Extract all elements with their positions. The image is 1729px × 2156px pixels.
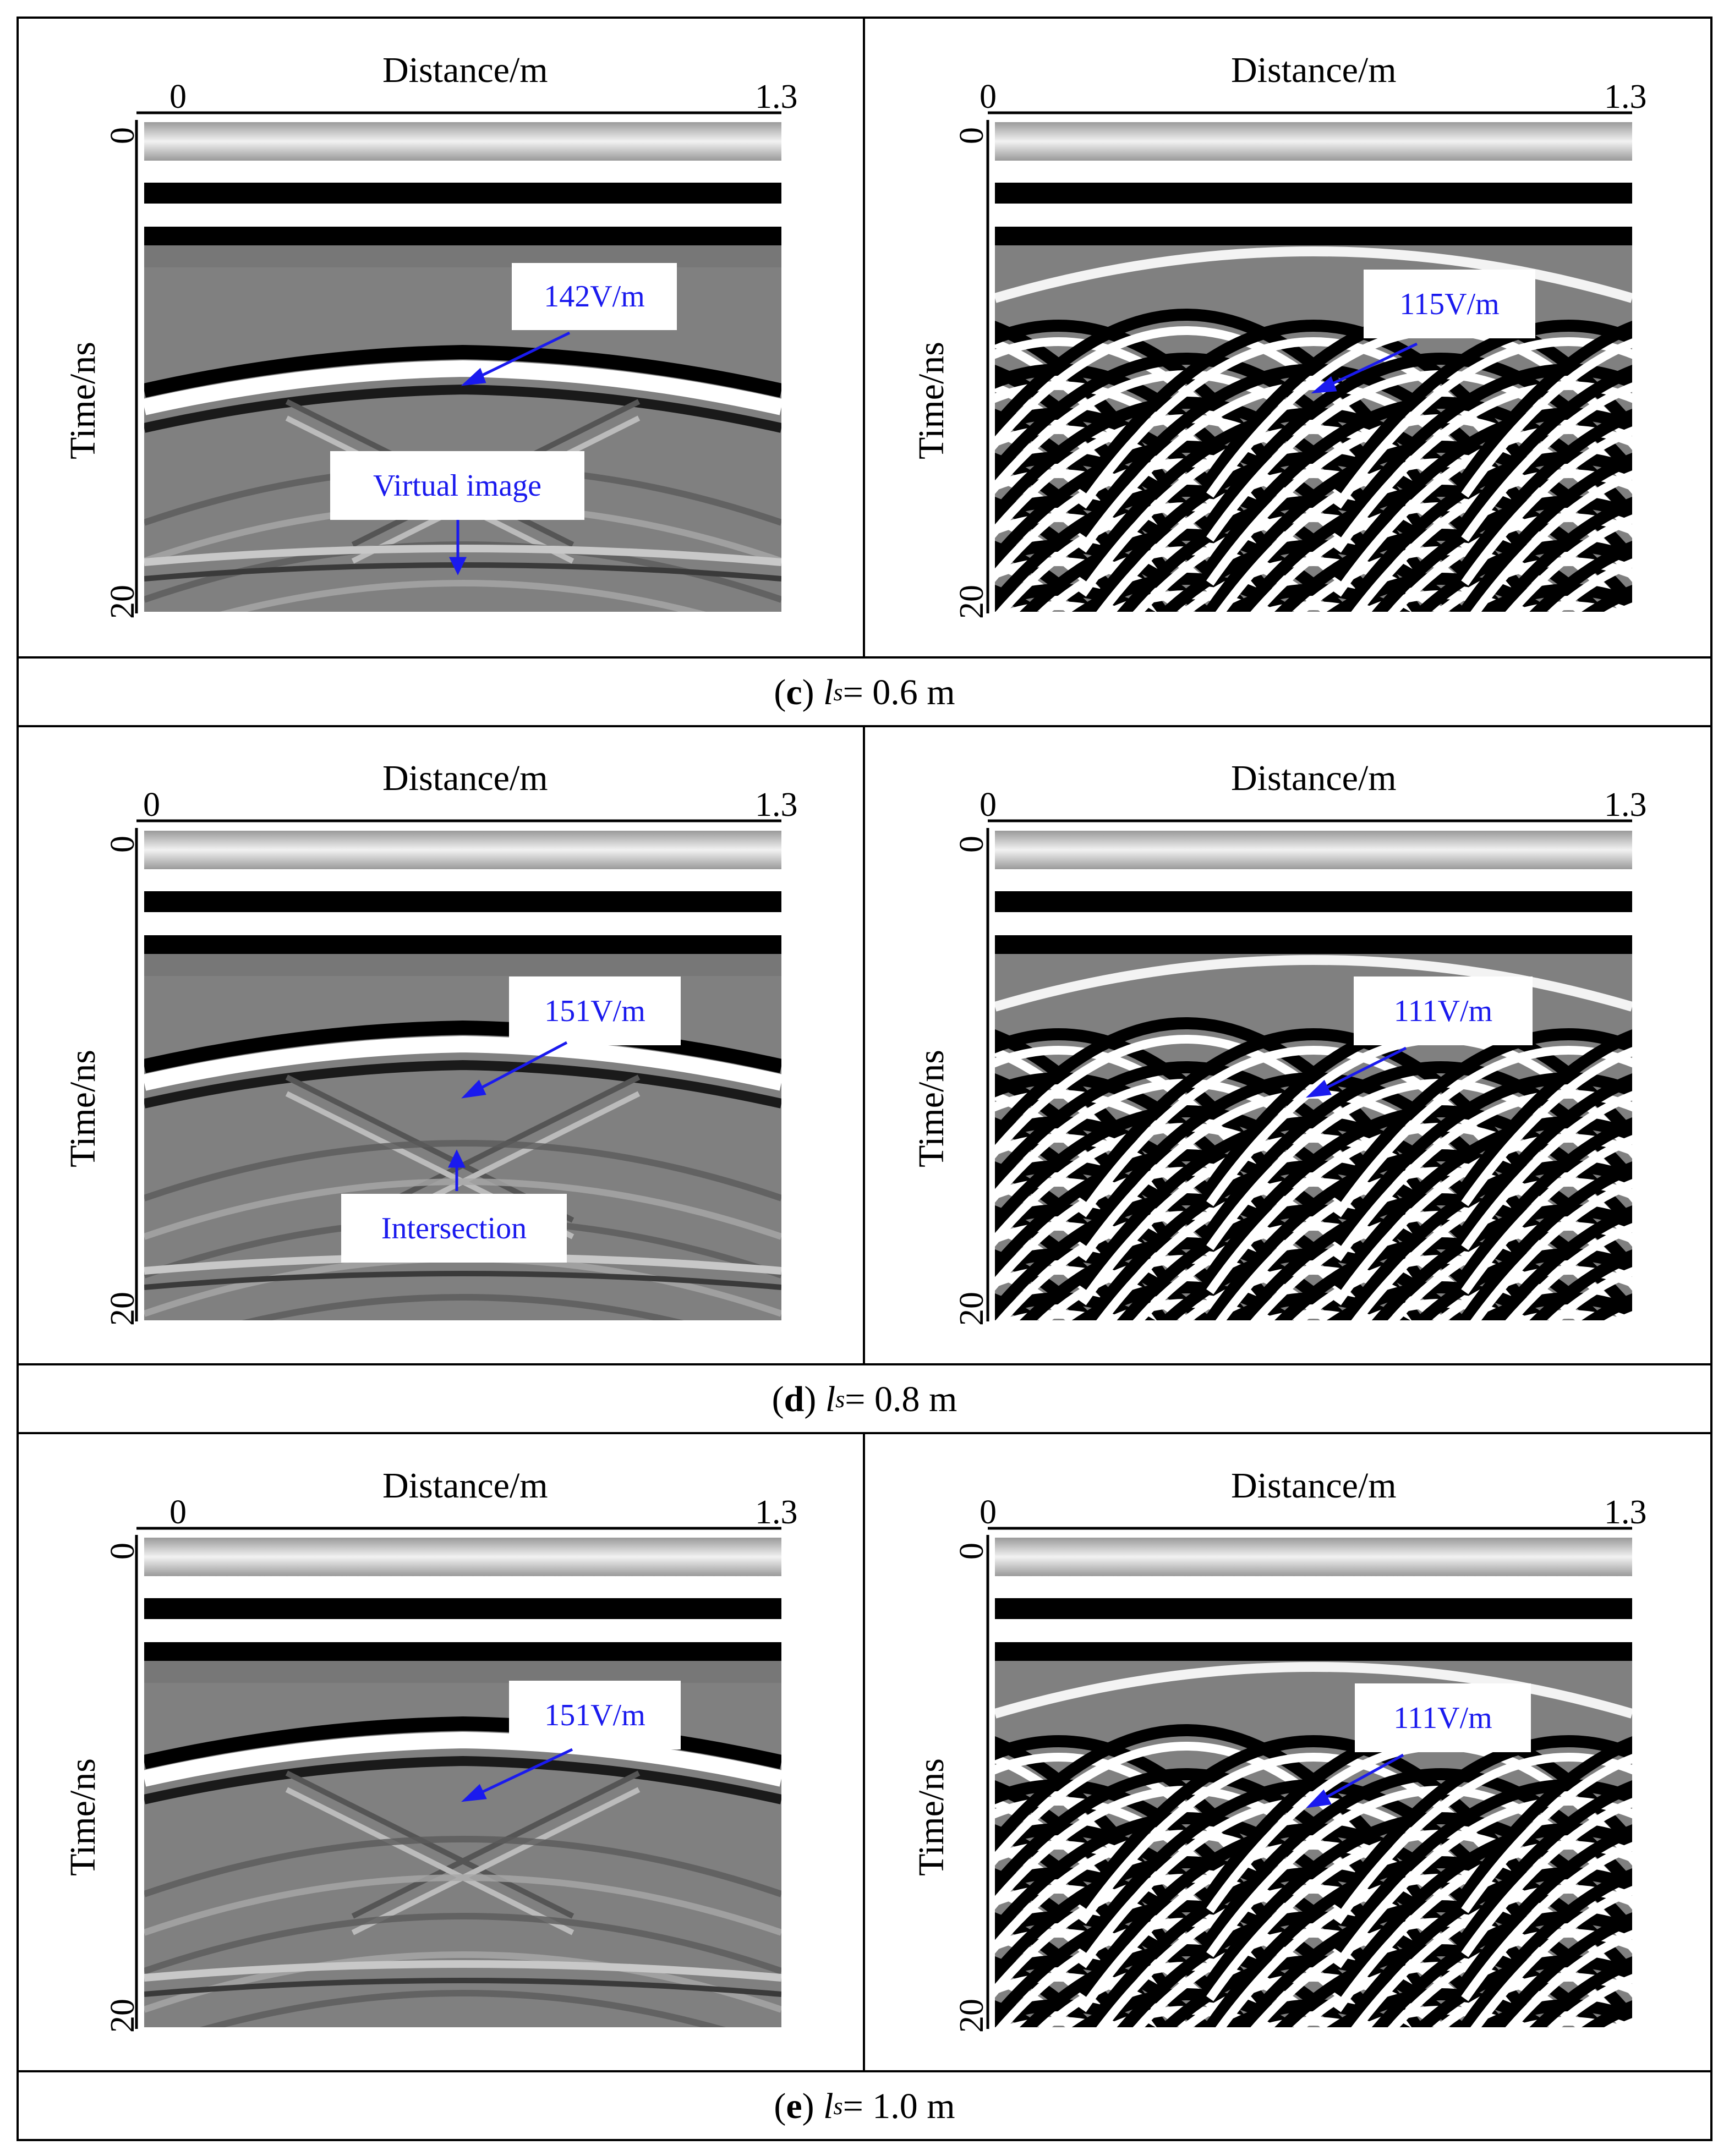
x-tick-end: 1.3 bbox=[755, 786, 798, 824]
y-tick-end: 20 bbox=[104, 585, 141, 619]
radar-image bbox=[144, 831, 781, 1320]
y-tick-start: 0 bbox=[104, 1543, 141, 1560]
x-axis-label: Distance/m bbox=[382, 50, 548, 90]
radar-image bbox=[995, 1538, 1632, 2027]
callout-label: 111V/m bbox=[1354, 976, 1533, 1045]
x-tick-start: 0 bbox=[169, 1494, 187, 1531]
y-axis-label: Time/ns bbox=[63, 342, 103, 459]
radar-image bbox=[995, 122, 1632, 612]
y-tick-start: 0 bbox=[953, 1543, 991, 1560]
y-axis-label: Time/ns bbox=[911, 1050, 951, 1167]
x-tick-end: 1.3 bbox=[1604, 786, 1647, 824]
radar-image bbox=[995, 831, 1632, 1320]
x-axis-label: Distance/m bbox=[1231, 758, 1397, 798]
x-tick-end: 1.3 bbox=[1604, 78, 1647, 116]
callout-label: Virtual image bbox=[330, 451, 584, 520]
y-tick-start: 0 bbox=[104, 127, 141, 144]
x-axis-label: Distance/m bbox=[382, 1466, 548, 1506]
x-tick-start: 0 bbox=[980, 78, 997, 116]
callout-label: 151V/m bbox=[509, 976, 681, 1045]
y-axis-label: Time/ns bbox=[911, 1758, 951, 1876]
callout-label: Intersection bbox=[341, 1194, 567, 1263]
y-tick-end: 20 bbox=[104, 1999, 141, 2033]
x-tick-start: 0 bbox=[980, 1494, 997, 1531]
y-tick-start: 0 bbox=[953, 836, 991, 853]
x-axis-label: Distance/m bbox=[1231, 1466, 1397, 1506]
x-axis-label: Distance/m bbox=[1231, 50, 1397, 90]
y-axis-label: Time/ns bbox=[63, 1758, 103, 1876]
y-axis-label: Time/ns bbox=[63, 1050, 103, 1167]
x-tick-start: 0 bbox=[169, 78, 187, 116]
callout-label: 115V/m bbox=[1364, 270, 1535, 338]
x-tick-start: 0 bbox=[143, 786, 160, 824]
radar-image bbox=[144, 122, 781, 612]
x-tick-end: 1.3 bbox=[1604, 1494, 1647, 1531]
y-tick-end: 20 bbox=[104, 1292, 141, 1326]
y-tick-end: 20 bbox=[953, 1292, 991, 1326]
y-axis-label: Time/ns bbox=[911, 342, 951, 459]
callout-label: 142V/m bbox=[512, 263, 677, 330]
x-axis-label: Distance/m bbox=[382, 758, 548, 798]
x-tick-end: 1.3 bbox=[755, 1494, 798, 1531]
y-tick-end: 20 bbox=[953, 585, 991, 619]
callout-label: 151V/m bbox=[509, 1681, 681, 1749]
y-tick-start: 0 bbox=[953, 127, 991, 144]
x-tick-start: 0 bbox=[980, 786, 997, 824]
y-tick-start: 0 bbox=[104, 836, 141, 853]
x-tick-end: 1.3 bbox=[755, 78, 798, 116]
callout-label: 111V/m bbox=[1355, 1683, 1531, 1752]
radar-image bbox=[144, 1538, 781, 2027]
y-tick-end: 20 bbox=[953, 1999, 991, 2033]
